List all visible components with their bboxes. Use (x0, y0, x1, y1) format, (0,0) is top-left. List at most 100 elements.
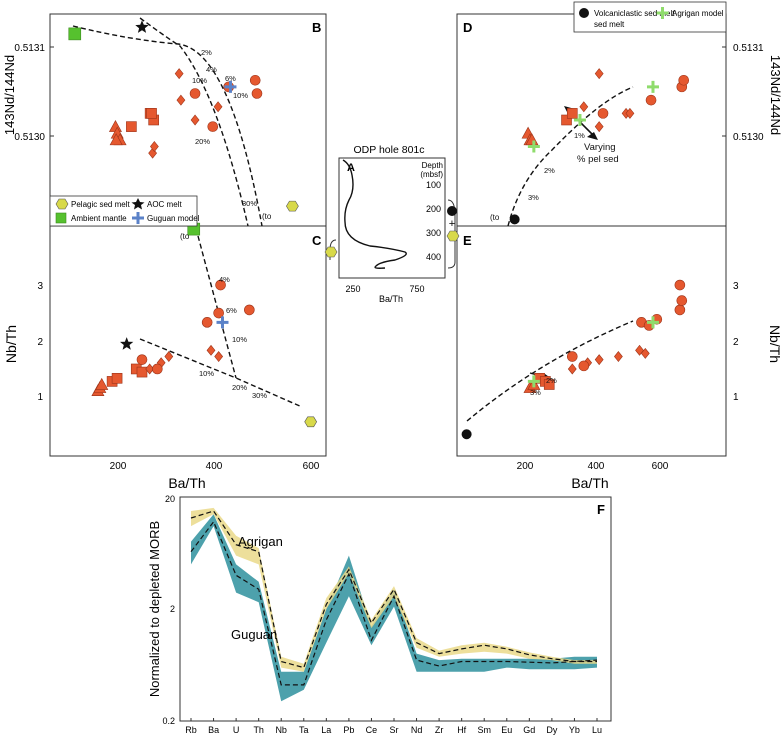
panel-c-frame (49, 225, 327, 457)
category-label-zr: Zr (435, 725, 444, 735)
inset-depth-unit: (mbsf) (420, 170, 443, 179)
point-b-guguan-samples-triangles--3 (109, 133, 123, 146)
pct-b-10a: 10% (192, 76, 207, 85)
point-b-guguan-model-0 (224, 80, 237, 93)
point-c-guguan-samples-diamonds--4 (214, 351, 224, 363)
inset-xtick-750: 750 (409, 284, 424, 294)
point-e-agrigan-samples-diamonds--0 (567, 363, 577, 375)
pct-e-2: 2% (546, 376, 557, 385)
f-ytick-2: 2 (170, 604, 175, 614)
pct-c-4: 4% (219, 275, 230, 284)
inset-volc-marker (447, 206, 457, 216)
point-b-guguan-samples-circles--1 (207, 121, 219, 132)
f-label-guguan: Guguan (231, 627, 277, 642)
point-c-pelagic-sed-melt-0 (304, 416, 318, 428)
point-b-pelagic-sed-melt-0 (286, 200, 299, 212)
point-e-agrigan-samples-circles--6 (674, 279, 686, 291)
pct-b-6: 6% (225, 74, 236, 83)
pct-c-30: 30% (252, 391, 267, 400)
tick-nd-0.5131-left: 0.5131 (14, 43, 45, 54)
point-c-guguan-samples-circles--4 (244, 304, 255, 316)
inset-depth-100: 100 (426, 180, 441, 190)
annotations-c: 4% 6% 10% 10% 20% 30% (199, 275, 267, 400)
mixing-curves (72, 17, 634, 422)
spider-categories: Rb Ba U Th Nb Ta La Pb Ce Sr Nd Zr Hf Sm Eu Gd Dy Yb Lu (185, 718, 602, 735)
category-label-ba: Ba (208, 725, 219, 735)
inset-a: ODP hole 801c A Depth (mbsf) 100 200 300… (324, 144, 460, 304)
curve-b-aoc-pelagic (139, 17, 249, 227)
point-c-guguan-samples-circles--5 (215, 279, 226, 291)
panel-e-frame (456, 225, 727, 457)
tick-bath-200-c: 200 (110, 461, 127, 472)
curve-d-agrigan (507, 86, 634, 227)
point-d-agrigan-samples-diamonds--3 (625, 107, 635, 119)
point-b-guguan-samples-squares--3 (146, 108, 157, 119)
point-b-guguan-samples-diamonds--5 (150, 141, 159, 152)
f-label-agrigan: Agrigan (238, 534, 283, 549)
model-line-guguan (190, 520, 598, 686)
tick-nbth-2-left: 2 (37, 337, 43, 348)
point-d-agrigan-samples-diamonds--1 (594, 121, 604, 133)
points-layer (68, 20, 690, 440)
point-e-agrigan-samples-circles--5 (674, 304, 686, 316)
category-label-ta: Ta (299, 725, 309, 735)
tick-bath-600-e: 600 (652, 461, 669, 472)
point-b-guguan-samples-squares--0 (126, 121, 137, 132)
pct-c-6: 6% (226, 306, 237, 315)
pct-b-20: 20% (195, 137, 210, 146)
point-c-guguan-samples-diamonds--2 (164, 351, 174, 363)
pct-b-2: 2% (201, 48, 212, 57)
point-c-guguan-samples-circles--3 (213, 307, 224, 319)
category-label-la: La (321, 725, 331, 735)
inset-title: ODP hole 801c (353, 144, 424, 156)
point-b-guguan-samples-diamonds--3 (213, 101, 223, 113)
curve-c-ambient-pelagic (197, 235, 237, 379)
spider-layer (190, 507, 598, 702)
legend-guguan-symbol (132, 212, 144, 224)
point-c-guguan-samples-triangles--2 (95, 377, 109, 390)
point-b-guguan-samples-circles--0 (189, 88, 201, 99)
point-e-agrigan-model-0 (527, 375, 540, 388)
tick-bath-400-c: 400 (206, 461, 223, 472)
inset-profile-line (342, 159, 407, 269)
axis-label-nd-right: 143Nd/144Nd (768, 55, 783, 135)
inset-letter: A (347, 162, 355, 174)
point-c-guguan-samples-circles--2 (201, 317, 213, 328)
pct-c-10b: 10% (199, 369, 214, 378)
axis-label-bath-c: Ba/Th (168, 475, 205, 491)
legend-volc-label: Volcaniclastic sed melt (594, 9, 675, 18)
point-c-guguan-samples-squares--3 (136, 366, 148, 378)
point-c-guguan-model-0 (216, 316, 229, 329)
legend-aoc-symbol (131, 198, 145, 210)
tick-bath-400-e: 400 (588, 461, 605, 472)
category-label-u: U (233, 725, 240, 735)
legend-agrigan-label: Agrigan model (672, 9, 724, 18)
point-d-agrigan-model-2 (646, 80, 659, 93)
legend-ambient-symbol (55, 212, 67, 224)
pct-d-1: 1% (574, 131, 585, 140)
axis-label-nbth-left: Nb/Th (3, 325, 19, 363)
legend-pelagic-symbol (55, 198, 69, 210)
tick-nd-0.5130-right: 0.5130 (733, 132, 764, 143)
inset-xlabel: Ba/Th (379, 294, 403, 304)
varying-label-1: Varying (584, 142, 616, 153)
panel-f-frame (179, 496, 612, 722)
pct-b-30: 30% (242, 199, 257, 208)
tick-bath-200-e: 200 (517, 461, 534, 472)
point-d-agrigan-samples-diamonds--5 (594, 68, 604, 80)
panel-d-frame (456, 13, 727, 227)
inset-depth-200: 200 (426, 204, 441, 214)
category-label-sr: Sr (390, 725, 399, 735)
point-e-agrigan-samples-circles--7 (676, 295, 688, 306)
legend-agrigan-symbol (656, 7, 669, 19)
to-label-c: (to (180, 232, 190, 241)
f-ylabel: Normalized to depleted MORB (147, 521, 162, 697)
legend-volc-symbol (579, 8, 589, 18)
panel-c-letter: C (312, 233, 322, 248)
category-label-gd: Gd (523, 725, 535, 735)
band-agrigan (191, 507, 597, 672)
point-b-guguan-samples-diamonds--0 (174, 68, 184, 80)
point-c-guguan-samples-circles--1 (152, 363, 163, 375)
inset-depth-300: 300 (426, 228, 441, 238)
svg-text:+: + (449, 218, 455, 230)
